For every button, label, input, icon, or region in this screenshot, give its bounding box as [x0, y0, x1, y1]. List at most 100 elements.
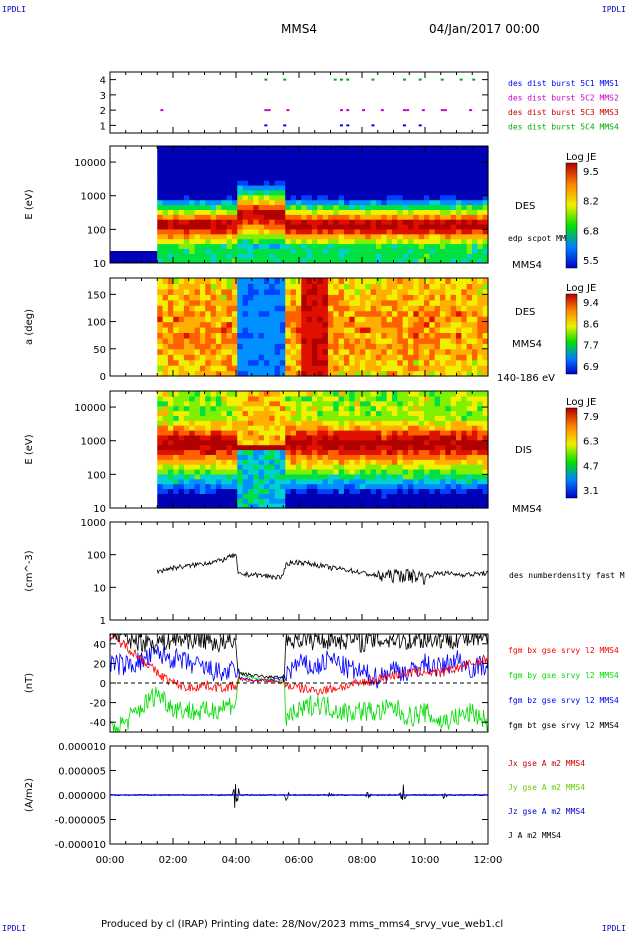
des-energy-cell	[231, 258, 238, 264]
des-energy-cell	[311, 228, 318, 235]
des-energy-cell	[317, 228, 324, 235]
dis-energy-cell	[434, 410, 441, 416]
mms4-label: MMS4	[512, 339, 542, 350]
des-energy-cell	[386, 165, 393, 171]
des-energy-cell	[333, 253, 340, 259]
des-pitch-cell	[375, 348, 382, 355]
dis-energy-cell	[301, 391, 308, 397]
dis-energy-cell	[450, 483, 457, 490]
dis-energy-cell	[434, 444, 441, 451]
des-energy-cell	[482, 155, 489, 162]
des-pitch-cell	[445, 299, 452, 306]
dis-energy-cell	[472, 434, 478, 441]
des-energy-cell	[397, 238, 404, 245]
des-energy-cell	[402, 194, 409, 201]
des-pitch-cell	[386, 343, 393, 350]
dis-energy-cell	[237, 395, 244, 402]
des-pitch-cell	[397, 316, 404, 323]
dis-energy-cell	[365, 420, 372, 426]
dis-energy-cell	[402, 420, 409, 426]
des-pitch-cell	[162, 359, 169, 366]
des-pitch-cell	[434, 299, 441, 306]
des-pitch-cell	[338, 316, 345, 323]
des-energy-cell	[482, 150, 489, 157]
dis-energy-cell	[386, 503, 393, 509]
dis-energy-cell	[205, 420, 212, 426]
x-tick-label: 00:00	[96, 855, 125, 866]
dis-energy-cell	[167, 498, 174, 504]
des-pitch-cell	[333, 310, 340, 317]
des-pitch-cell	[263, 343, 270, 350]
des-pitch-cell	[173, 283, 180, 290]
des-pitch-cell	[349, 332, 356, 339]
des-pitch-cell	[413, 348, 420, 355]
des-energy-cell	[333, 209, 340, 215]
des-pitch-cell	[253, 316, 260, 323]
dis-energy-cell	[215, 464, 222, 470]
dis-energy-cell	[205, 503, 212, 509]
des-pitch-cell	[349, 365, 356, 372]
des-energy-cell	[343, 146, 350, 152]
des-energy-cell	[269, 219, 276, 225]
des-energy-cell	[311, 175, 318, 181]
des-pitch-cell	[461, 348, 468, 355]
des-pitch-cell	[354, 288, 361, 295]
des-pitch-cell	[375, 316, 382, 323]
des-energy-cell	[333, 146, 340, 152]
colorbar-tick-label: 6.3	[583, 437, 599, 448]
dis-energy-cell	[258, 444, 265, 451]
des-energy-cell	[445, 150, 452, 157]
des-energy-cell	[466, 228, 473, 235]
des-pitch-cell	[215, 288, 222, 295]
des-pitch-cell	[439, 359, 446, 366]
des-energy-cell	[423, 180, 430, 186]
des-pitch-cell	[210, 283, 217, 290]
des-energy-cell	[349, 204, 356, 210]
dis-energy-cell	[226, 459, 233, 465]
des-energy-cell	[285, 209, 292, 215]
des-pitch-cell	[397, 283, 404, 290]
des-energy-cell	[407, 189, 414, 196]
des-energy-cell	[226, 160, 233, 167]
dis-energy-cell	[343, 503, 350, 509]
dis-energy-cell	[354, 395, 361, 402]
dis-energy-cell	[450, 395, 457, 402]
dis-energy-cell	[306, 459, 313, 465]
des-pitch-cell	[439, 332, 446, 339]
dis-energy-cell	[477, 454, 484, 460]
des-pitch-cell	[194, 278, 201, 285]
des-pitch-cell	[263, 359, 270, 366]
des-energy-cell	[423, 258, 430, 264]
des-energy-cell	[450, 228, 457, 235]
y-tick-label: 0	[100, 679, 106, 690]
des-energy-cell	[306, 209, 313, 215]
des-energy-cell	[397, 146, 404, 152]
des-energy-cell	[349, 258, 356, 264]
des-pitch-cell	[381, 327, 388, 334]
dis-energy-cell	[157, 473, 164, 480]
des-pitch-cell	[466, 337, 473, 344]
y-tick-label: 1000	[81, 518, 106, 529]
dis-energy-cell	[194, 391, 201, 397]
dis-energy-cell	[402, 415, 409, 421]
dis-energy-cell	[423, 483, 430, 490]
des-pitch-cell	[242, 299, 249, 306]
dis-energy-cell	[386, 434, 393, 441]
des-energy-cell	[439, 214, 446, 220]
des-pitch-cell	[439, 343, 446, 350]
des-energy-cell	[455, 224, 462, 230]
des-energy-cell	[333, 248, 340, 254]
des-energy-cell	[167, 175, 174, 181]
des-energy-cell	[247, 253, 254, 259]
des-energy-cell	[189, 258, 196, 264]
des-pitch-cell	[477, 365, 484, 372]
dis-energy-cell	[269, 483, 276, 490]
des-energy-cell	[269, 214, 276, 220]
des-pitch-cell	[189, 348, 196, 355]
dis-energy-cell	[194, 483, 201, 490]
des-energy-cell	[333, 214, 340, 220]
dis-energy-cell	[327, 478, 334, 485]
des-pitch-cell	[397, 348, 404, 355]
des-energy-cell	[402, 150, 409, 157]
des-energy-cell	[455, 170, 462, 176]
